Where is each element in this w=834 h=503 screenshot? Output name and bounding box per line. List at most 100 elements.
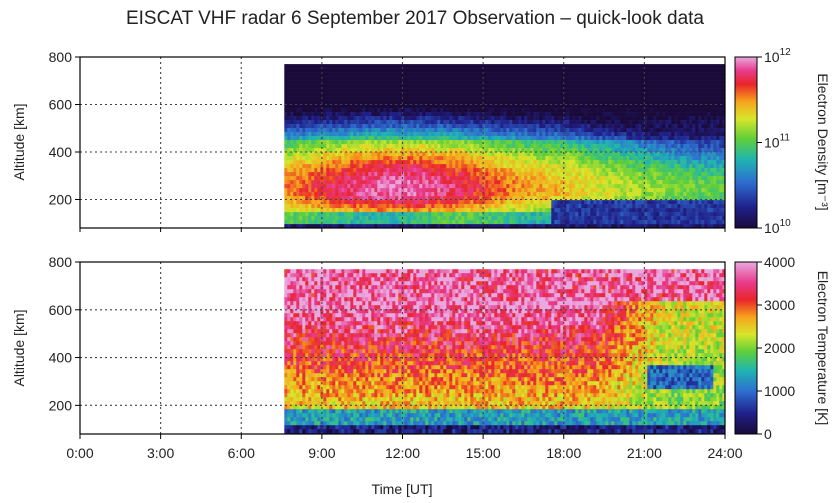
heatmap-cell <box>407 84 411 89</box>
heatmap-cell <box>533 148 537 153</box>
heatmap-cell <box>632 148 636 153</box>
heatmap-cell <box>308 212 312 217</box>
heatmap-cell <box>587 128 591 133</box>
heatmap-cell <box>554 96 558 101</box>
heatmap-cell <box>602 216 606 221</box>
heatmap-cell <box>485 220 489 225</box>
heatmap-cell <box>386 164 390 169</box>
heatmap-cell <box>374 124 378 129</box>
heatmap-cell <box>629 92 633 97</box>
heatmap-cell <box>347 216 351 221</box>
heatmap-cell <box>584 136 588 141</box>
heatmap-cell <box>542 80 546 85</box>
heatmap-cell <box>317 216 321 221</box>
heatmap-cell <box>572 84 576 89</box>
heatmap-cell <box>494 124 498 129</box>
heatmap-cell <box>506 156 510 161</box>
heatmap-cell <box>506 96 510 101</box>
heatmap-cell <box>641 216 645 221</box>
heatmap-cell <box>401 144 405 149</box>
heatmap-cell <box>638 156 642 161</box>
heatmap-cell <box>443 64 447 69</box>
heatmap-cell <box>320 168 324 173</box>
heatmap-cell <box>515 192 519 197</box>
heatmap-cell <box>479 156 483 161</box>
heatmap-cell <box>335 140 339 145</box>
heatmap-cell <box>293 216 297 221</box>
heatmap-cell <box>311 208 315 213</box>
heatmap-cell <box>638 224 642 228</box>
heatmap-cell <box>479 196 483 201</box>
heatmap-cell <box>467 120 471 125</box>
heatmap-cell <box>605 204 609 209</box>
heatmap-cell <box>512 112 516 117</box>
heatmap-cell <box>332 76 336 81</box>
heatmap-cell <box>356 200 360 205</box>
heatmap-cell <box>368 64 372 69</box>
heatmap-cell <box>434 160 438 165</box>
heatmap-cell <box>545 216 549 221</box>
heatmap-cell <box>335 116 339 121</box>
heatmap-cell <box>401 128 405 133</box>
heatmap-cell <box>593 120 597 125</box>
heatmap-cell <box>500 120 504 125</box>
heatmap-cell <box>548 200 552 205</box>
heatmap-cell <box>380 188 384 193</box>
heatmap-cell <box>551 180 555 185</box>
heatmap-cell <box>509 172 513 177</box>
heatmap-cell <box>479 128 483 133</box>
heatmap-cell <box>458 212 462 217</box>
heatmap-cell <box>497 196 501 201</box>
heatmap-cell <box>584 68 588 73</box>
heatmap-cell <box>587 140 591 145</box>
heatmap-cell <box>596 176 600 181</box>
heatmap-cell <box>305 216 309 221</box>
heatmap-cell <box>476 108 480 113</box>
heatmap-cell <box>539 152 543 157</box>
heatmap-cell <box>488 72 492 77</box>
heatmap-cell <box>437 120 441 125</box>
heatmap-cell <box>476 200 480 205</box>
heatmap-cell <box>404 200 408 205</box>
heatmap-cell <box>329 176 333 181</box>
heatmap-cell <box>620 76 624 81</box>
heatmap-cell <box>524 188 528 193</box>
heatmap-cell <box>308 76 312 81</box>
heatmap-cell <box>476 116 480 121</box>
heatmap-cell <box>464 84 468 89</box>
heatmap-cell <box>554 160 558 165</box>
heatmap-cell <box>317 172 321 177</box>
heatmap-cell <box>629 72 633 77</box>
heatmap-cell <box>647 84 651 89</box>
heatmap-cell <box>485 148 489 153</box>
heatmap-cell <box>395 204 399 209</box>
heatmap-cell <box>548 204 552 209</box>
heatmap-cell <box>560 152 564 157</box>
heatmap-cell <box>521 120 525 125</box>
heatmap-cell <box>521 208 525 213</box>
heatmap-cell <box>527 152 531 157</box>
heatmap-cell <box>329 200 333 205</box>
heatmap-cell <box>398 188 402 193</box>
heatmap-cell <box>515 196 519 201</box>
heatmap-cell <box>479 160 483 165</box>
heatmap-cell <box>392 96 396 101</box>
heatmap-cell <box>377 224 381 228</box>
heatmap-cell <box>575 140 579 145</box>
heatmap-cell <box>410 224 414 228</box>
heatmap-cell <box>494 164 498 169</box>
heatmap-cell <box>338 180 342 185</box>
heatmap-cell <box>389 212 393 217</box>
heatmap-cell <box>602 76 606 81</box>
heatmap-cell <box>371 208 375 213</box>
heatmap-cell <box>509 92 513 97</box>
heatmap-cell <box>644 172 648 177</box>
heatmap-cell <box>599 196 603 201</box>
heatmap-cell <box>566 212 570 217</box>
heatmap-cell <box>326 68 330 73</box>
heatmap-cell <box>638 196 642 201</box>
heatmap-cell <box>482 84 486 89</box>
heatmap-cell <box>467 184 471 189</box>
heatmap-cell <box>587 200 591 205</box>
heatmap-cell <box>449 76 453 81</box>
